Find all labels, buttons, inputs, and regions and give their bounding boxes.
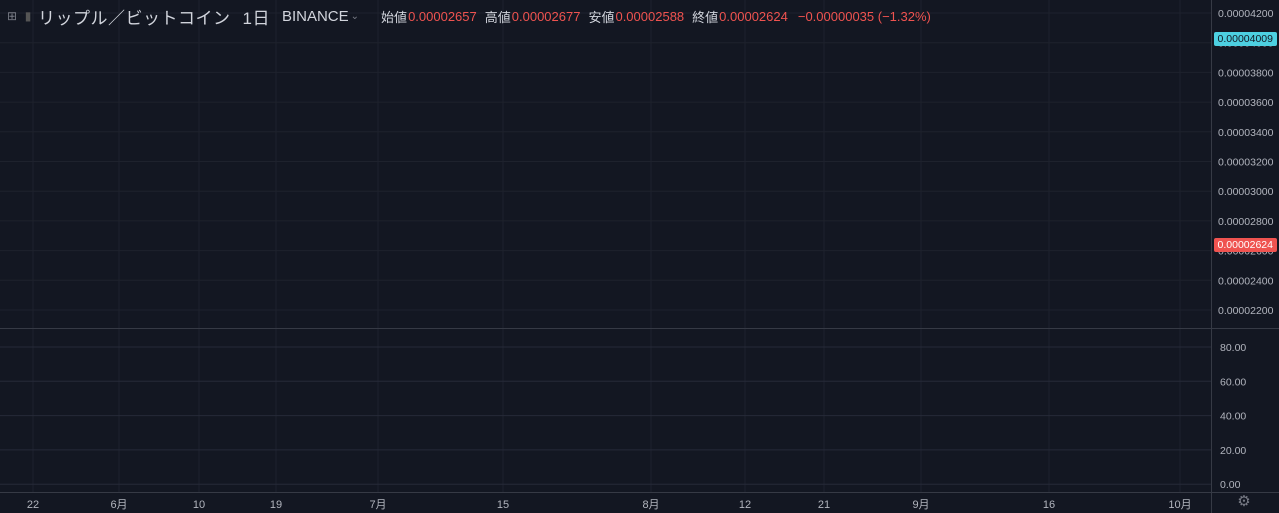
time-label: 21 xyxy=(818,499,830,511)
stoch-tick-label: 20.00 xyxy=(1220,445,1246,457)
high-value: 0.00002677 xyxy=(511,8,581,24)
stoch-tick-label: 80.00 xyxy=(1220,342,1246,354)
low-value: 0.00002588 xyxy=(615,8,685,24)
price-tick-label: 0.00003800 xyxy=(1218,67,1274,79)
symbol-name[interactable]: リップル／ビットコイン xyxy=(38,8,231,28)
time-label: 7月 xyxy=(369,499,386,511)
hline-price-tag: 0.00004009 xyxy=(1213,32,1277,46)
time-label: 22 xyxy=(27,499,39,511)
open-value: 0.00002657 xyxy=(408,8,477,24)
time-label: 12 xyxy=(739,499,751,511)
exchange[interactable]: BINANCE xyxy=(281,7,349,25)
price-tick-label: 0.00003600 xyxy=(1218,97,1274,109)
chevron-down-icon[interactable]: ⌄ xyxy=(350,10,360,22)
price-tick-label: 0.00002200 xyxy=(1218,305,1274,317)
stoch-tick-label: 60.00 xyxy=(1220,376,1246,388)
price-tick-label: 0.00003000 xyxy=(1218,186,1274,198)
time-label: 6月 xyxy=(110,499,127,511)
open-label: 始値 xyxy=(381,9,408,25)
close-value: 0.00002624 xyxy=(719,8,788,24)
last-price-tag: 0.00002624 xyxy=(1213,238,1277,252)
price-tick-label: 0.00002400 xyxy=(1218,275,1274,287)
price-tick-label: 0.00003400 xyxy=(1218,127,1274,139)
legend: ⊞ ▮ リップル／ビットコイン 1日 BINANCE ⌄ 始値 0.0000265… xyxy=(6,6,931,28)
time-label: 16 xyxy=(1043,499,1055,511)
high-label: 高値 xyxy=(484,9,511,25)
time-label: 8月 xyxy=(642,499,659,511)
symbol-flag-icon: ▮ xyxy=(24,9,32,23)
time-label: 19 xyxy=(270,499,282,511)
stoch-tick-label: 0.00 xyxy=(1220,479,1241,491)
price-tick-label: 0.00004200 xyxy=(1218,8,1274,20)
close-label: 終値 xyxy=(692,9,719,25)
time-label: 9月 xyxy=(912,499,929,511)
low-label: 安値 xyxy=(588,9,615,25)
gear-icon[interactable]: ⚙ xyxy=(1237,493,1251,510)
time-label: 10月 xyxy=(1168,499,1191,511)
stoch-tick-label: 40.00 xyxy=(1220,411,1246,423)
change-value: −0.00000035 (−1.32%) xyxy=(797,8,931,24)
time-label: 10 xyxy=(193,499,205,511)
price-tick-label: 0.00003200 xyxy=(1218,157,1274,169)
time-label: 15 xyxy=(497,499,509,511)
expand-icon[interactable]: ⊞ xyxy=(6,9,18,23)
interval[interactable]: 1日 xyxy=(242,8,270,28)
price-tick-label: 0.00002800 xyxy=(1218,216,1274,228)
